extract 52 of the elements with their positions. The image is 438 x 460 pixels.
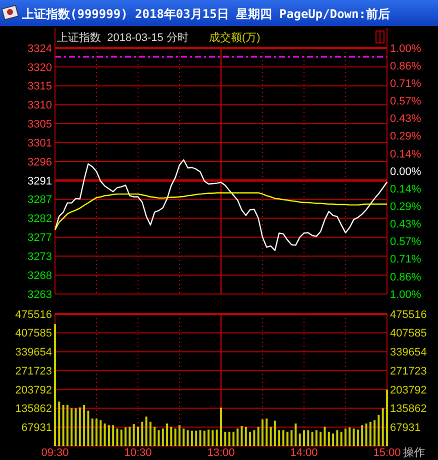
y2-tick-label: 0.57% [390,236,422,248]
y-tick-label: 3305 [28,118,52,131]
y2-tick-label: 0.00% [390,166,422,178]
y-tick-label: 3282 [28,213,52,226]
y-tick-label: 67931 [21,422,52,434]
x-tick-label: 14:00 [290,447,318,459]
y2-tick-label: 0.43% [390,113,422,126]
y-tick-label: 3291 [28,175,52,188]
y2-tick-label: 0.71% [390,78,422,90]
chart-subtitle: 上证指数 2018-03-15 分时 [57,31,188,44]
y2-tick-label: 0.86% [390,271,422,284]
chart-title: 上证指数(999999) 2018年03月15日 星期四 PageUp/Down:前后 [21,7,390,21]
y2-tick-label: 135862 [390,403,427,416]
y2-tick-label: 0.29% [390,201,422,214]
y-tick-label: 3277 [28,232,52,244]
y-tick-label: 3324 [28,42,52,55]
y-tick-label: 3320 [28,62,52,74]
y-tick-label: 3315 [28,80,52,93]
y-tick-label: 475516 [15,308,52,321]
y2-tick-label: 407585 [390,328,427,340]
y2-tick-label: 67931 [390,422,421,434]
y2-tick-label: 339654 [390,346,427,359]
y2-tick-label: 475516 [390,308,427,321]
y-tick-label: 407585 [15,328,52,340]
x-tick-label: 09:30 [41,447,69,459]
y2-tick-label: 271723 [390,365,427,378]
y2-tick-label: 0.43% [390,218,422,231]
text: 成交额(万) [209,31,260,44]
y2-tick-label: 0.71% [390,254,422,266]
y-tick-label: 271723 [15,365,52,378]
x-tick-label: 10:30 [124,447,152,459]
y2-tick-label: 0.14% [390,148,422,160]
x-tick-label: 13:00 [207,447,235,459]
y2-tick-label: 203792 [390,384,427,396]
y-tick-label: 3273 [28,251,52,264]
y-tick-label: 3268 [28,270,52,282]
x-tick-label: 15:00 [373,447,401,459]
y-tick-label: 339654 [15,346,52,359]
y-tick-label: 3296 [28,156,52,168]
y-tick-label: 3263 [28,288,52,301]
y-tick-label: 135862 [15,403,52,416]
y-tick-label: 3310 [28,100,52,112]
text: 操作 [403,447,425,459]
y2-tick-label: 1.00% [390,42,422,55]
y2-tick-label: 0.14% [390,183,422,196]
y2-tick-label: 1.00% [390,288,422,301]
y-tick-label: 203792 [15,384,52,396]
y-tick-label: 3301 [28,137,52,150]
y2-tick-label: 0.57% [390,96,422,108]
y-tick-label: 3287 [28,194,52,206]
y2-tick-label: 0.29% [390,130,422,143]
y2-tick-label: 0.86% [390,60,422,72]
